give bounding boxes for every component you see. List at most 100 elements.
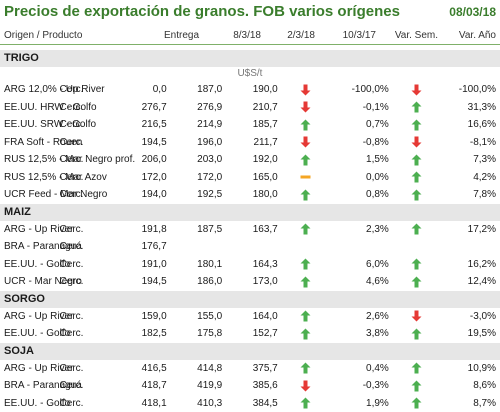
- yearly-change: 8,6%: [444, 377, 500, 395]
- yearly-trend: [389, 99, 445, 117]
- yearly-trend: [389, 169, 445, 187]
- price-current: 182,5: [111, 325, 167, 343]
- product-name: EE.UU. - Golfo: [0, 395, 56, 412]
- weekly-change: 0,4%: [333, 360, 389, 378]
- arrow-up-icon: [300, 154, 311, 166]
- arrow-up-icon: [300, 119, 311, 131]
- section-header: TRIGO: [0, 50, 500, 67]
- yearly-trend: [389, 186, 445, 204]
- price-week-ago: 214,9: [167, 116, 223, 134]
- yearly-change: 31,3%: [444, 99, 500, 117]
- col-d1: 8/3/18: [233, 30, 261, 41]
- delivery: Cerc.: [56, 256, 112, 274]
- weekly-change: 2,3%: [333, 221, 389, 239]
- yearly-change: [444, 238, 500, 256]
- weekly-trend: [278, 377, 334, 395]
- yearly-change: 19,5%: [444, 325, 500, 343]
- arrow-up-icon: [411, 258, 422, 270]
- section-name: SORGO: [0, 291, 500, 308]
- arrow-up-icon: [411, 101, 422, 113]
- price-current: 159,0: [111, 308, 167, 326]
- weekly-trend: [278, 308, 334, 326]
- arrow-down-icon: [300, 380, 311, 392]
- yearly-trend: [389, 325, 445, 343]
- weekly-trend: [278, 186, 334, 204]
- col-d3: 10/3/17: [343, 30, 376, 41]
- arrow-up-icon: [411, 380, 422, 392]
- weekly-trend: [278, 395, 334, 412]
- price-year-ago: 164,0: [222, 308, 278, 326]
- price-current: 216,5: [111, 116, 167, 134]
- col-var-sem: Var. Sem.: [395, 30, 438, 41]
- price-year-ago: 164,3: [222, 256, 278, 274]
- weekly-trend: [278, 116, 334, 134]
- price-current: 0,0: [111, 81, 167, 99]
- weekly-change: -0,8%: [333, 134, 389, 152]
- price-week-ago: 410,3: [167, 395, 223, 412]
- price-year-ago: 210,7: [222, 99, 278, 117]
- arrow-up-icon: [411, 328, 422, 340]
- col-var-anio: Var. Año: [459, 30, 496, 41]
- col-d2: 2/3/18: [287, 30, 315, 41]
- product-name: FRA Soft - Rouen: [0, 134, 56, 152]
- price-week-ago: 180,1: [167, 256, 223, 274]
- product-name: BRA - Paranaguá: [0, 377, 56, 395]
- arrow-up-icon: [300, 362, 311, 374]
- units-row: U$S/t: [0, 67, 500, 81]
- price-year-ago: 173,0: [222, 273, 278, 291]
- yearly-trend: [389, 308, 445, 326]
- section-header: SOJA: [0, 343, 500, 360]
- arrow-down-icon: [411, 310, 422, 322]
- product-name: BRA - Paranaguá: [0, 238, 56, 256]
- yearly-trend: [389, 377, 445, 395]
- yearly-change: 7,8%: [444, 186, 500, 204]
- arrow-up-icon: [411, 223, 422, 235]
- weekly-change: 3,8%: [333, 325, 389, 343]
- column-headers: Origen / Producto Entrega 8/3/18 2/3/18 …: [0, 27, 500, 45]
- arrow-up-icon: [300, 223, 311, 235]
- arrow-up-icon: [300, 310, 311, 322]
- weekly-trend: [278, 151, 334, 169]
- weekly-change: [333, 238, 389, 256]
- weekly-trend: [278, 238, 334, 256]
- price-current: 172,0: [111, 169, 167, 187]
- yearly-trend: [389, 238, 445, 256]
- yearly-trend: [389, 395, 445, 412]
- delivery: Cerc.: [56, 377, 112, 395]
- price-year-ago: 375,7: [222, 360, 278, 378]
- delivery: Cerc.: [56, 325, 112, 343]
- section-header: MAIZ: [0, 204, 500, 221]
- yearly-change: 16,6%: [444, 116, 500, 134]
- weekly-trend: [278, 360, 334, 378]
- arrow-up-icon: [411, 189, 422, 201]
- yearly-change: -3,0%: [444, 308, 500, 326]
- price-week-ago: 414,8: [167, 360, 223, 378]
- price-week-ago: 196,0: [167, 134, 223, 152]
- yearly-change: 17,2%: [444, 221, 500, 239]
- price-current: 194,0: [111, 186, 167, 204]
- report-title: Precios de exportación de granos. FOB va…: [4, 3, 400, 20]
- arrow-up-icon: [300, 397, 311, 409]
- price-week-ago: [167, 238, 223, 256]
- price-year-ago: 384,5: [222, 395, 278, 412]
- price-year-ago: 385,6: [222, 377, 278, 395]
- delivery: Cerc.: [56, 116, 112, 134]
- price-year-ago: 211,7: [222, 134, 278, 152]
- product-name: RUS 12,5% - Mar Azov: [0, 169, 56, 187]
- weekly-change: 6,0%: [333, 256, 389, 274]
- weekly-change: 4,6%: [333, 273, 389, 291]
- yearly-change: 12,4%: [444, 273, 500, 291]
- product-name: EE.UU. SRW - Golfo: [0, 116, 56, 134]
- col-entrega: Entrega: [164, 30, 199, 41]
- product-name: ARG 12,0% - Up River: [0, 81, 56, 99]
- weekly-trend: [278, 134, 334, 152]
